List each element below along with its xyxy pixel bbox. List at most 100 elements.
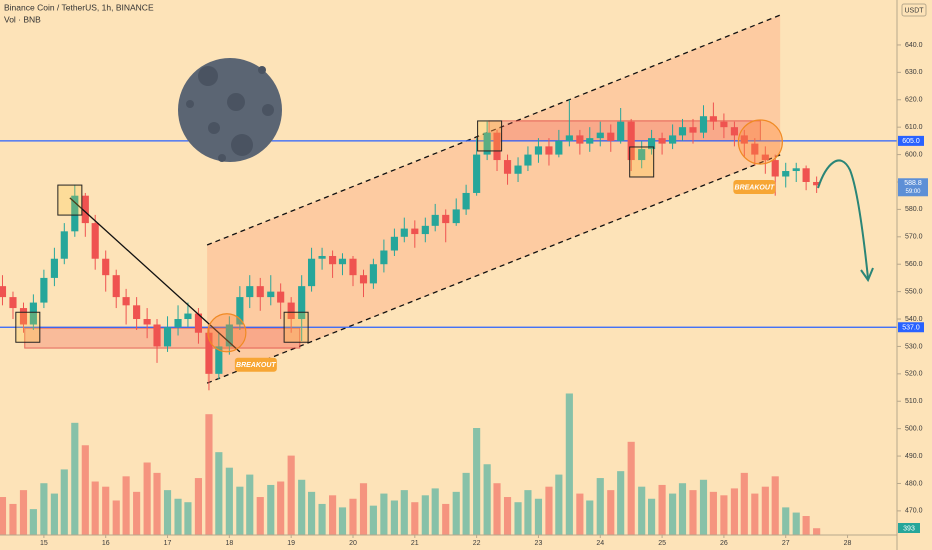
candle-body [19, 308, 28, 325]
highlight-box [57, 184, 83, 216]
volume-bar [699, 479, 708, 535]
channel-fill [207, 15, 781, 384]
candle-body [153, 324, 161, 347]
volume-bar [236, 486, 244, 535]
candle-body [545, 146, 553, 155]
last-volume-badge [898, 523, 920, 533]
volume-bar [771, 476, 779, 535]
channel-lower [206, 154, 781, 384]
y-tick-label: 550.0 [905, 288, 923, 295]
zone [488, 120, 761, 142]
x-tick-label: 23 [535, 540, 543, 547]
x-tick-label: 28 [844, 540, 852, 547]
candle-body [369, 264, 377, 284]
volume-bar [813, 528, 821, 535]
candle-body [359, 275, 368, 284]
volume-bar [473, 428, 481, 535]
candle-body [792, 168, 800, 172]
level-label: 605.0 [902, 138, 920, 145]
last-volume-label: 393 [903, 525, 915, 532]
level-label: 537.0 [902, 325, 920, 332]
candle-body [648, 138, 656, 150]
volume-bar [194, 478, 203, 535]
breakout-circle [737, 119, 783, 165]
candle-body [514, 165, 522, 174]
volume-bar [617, 471, 625, 535]
y-tick-label: 620.0 [905, 97, 923, 104]
y-tick-label: 570.0 [905, 234, 923, 241]
candle-body [307, 258, 316, 287]
volume-bar [740, 472, 748, 535]
volume-bar [678, 483, 687, 535]
volume-bar [267, 484, 275, 535]
candle-body [40, 277, 48, 303]
countdown-label: 59:00 [905, 189, 921, 195]
breakout-badge [234, 357, 277, 372]
x-tick-label: 16 [102, 540, 110, 547]
candle-body [555, 140, 563, 155]
volume-bar [638, 486, 646, 535]
trendline [69, 197, 241, 353]
volume-bar [555, 474, 563, 535]
candle-body [256, 286, 264, 298]
candle-body [133, 305, 141, 320]
breakout-badge [733, 179, 776, 194]
volume-bar [153, 472, 161, 535]
candle-body [277, 291, 285, 303]
y-tick-label: 540.0 [905, 316, 923, 323]
candle-body [287, 302, 295, 320]
candle-body [163, 327, 172, 347]
highlight-box [477, 120, 503, 152]
volume-bar [338, 507, 347, 535]
volume-bar [60, 469, 68, 535]
y-tick-label: 490.0 [905, 453, 923, 460]
candle-body [215, 346, 223, 374]
volume-bar [329, 495, 337, 535]
candle-body [678, 127, 687, 136]
volume-bar [369, 505, 377, 535]
volume-bar [524, 490, 532, 535]
candle-body [143, 319, 151, 325]
candle-body [329, 255, 337, 265]
volume-bar [730, 488, 738, 535]
candle-body [607, 132, 615, 141]
breakout-label: BREAKOUT [735, 184, 775, 191]
x-tick-label: 17 [164, 540, 172, 547]
x-tick-label: 15 [40, 540, 48, 547]
volume-bar [761, 486, 769, 535]
highlight-box [15, 311, 41, 343]
volume-bar [359, 483, 368, 535]
volume-bar [503, 497, 512, 535]
y-tick-label: 610.0 [905, 124, 923, 131]
candle-body [473, 154, 481, 193]
volume-bar [277, 481, 285, 535]
highlight-box [629, 146, 655, 178]
volume-bar [627, 441, 635, 535]
volume-bar [689, 490, 697, 535]
candle-body [29, 302, 37, 325]
candle-body [720, 121, 728, 128]
candle-body [596, 132, 604, 139]
candle-body [638, 149, 646, 161]
candle-body [493, 132, 501, 161]
overlay-layer: BREAKOUT BREAKOUT [15, 119, 783, 372]
volume-bar [802, 516, 810, 535]
volume-bar [792, 512, 800, 535]
x-tick-label: 25 [658, 540, 666, 547]
x-tick-label: 27 [782, 540, 790, 547]
candle-body [740, 135, 748, 144]
volume-bar [307, 491, 316, 535]
candle-body [411, 228, 419, 235]
volume-bar [143, 462, 151, 535]
volume-bar [133, 491, 141, 535]
volume-bar [380, 493, 388, 535]
volume-bar [298, 479, 306, 535]
candle-body [802, 168, 810, 182]
candle-body [91, 223, 99, 259]
candle-body [669, 135, 677, 144]
volume-layer [0, 393, 821, 535]
volume-bar [483, 464, 491, 535]
zone [24, 327, 301, 349]
volume-bar [112, 500, 120, 535]
price-layer [0, 99, 821, 391]
